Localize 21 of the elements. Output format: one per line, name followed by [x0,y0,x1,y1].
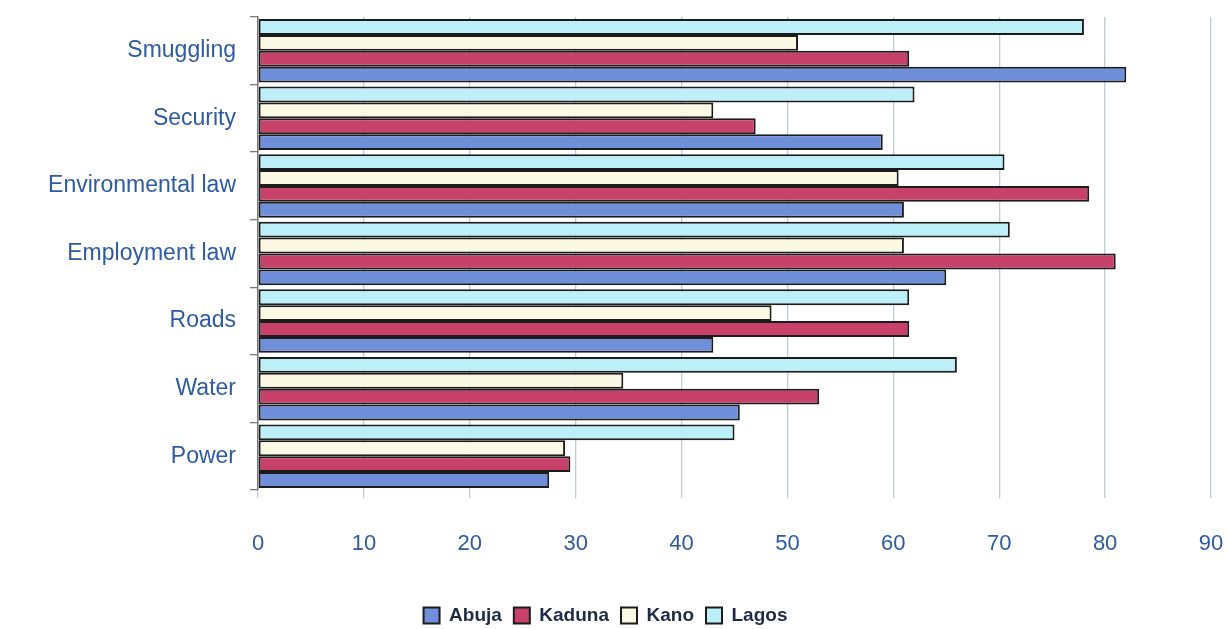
y-tick-label: Employment law [67,238,237,265]
x-tick-label: 20 [457,530,483,556]
y-tick-label: Roads [169,306,236,333]
legend-label: Abuja [449,603,503,625]
x-tick-label: 50 [775,530,800,556]
x-tick-label: 60 [881,530,906,556]
y-tick-label: Power [170,441,237,468]
x-tick-label: 0 [251,530,265,556]
x-tick-label: 90 [1198,530,1224,556]
x-tick-label: 70 [986,530,1012,556]
y-tick-label: Smuggling [127,36,236,63]
x-tick-label: 30 [563,530,588,556]
x-tick-label: 80 [1092,530,1118,556]
y-tick-label: Environmental law [48,171,237,198]
y-tick-label: Water [175,373,237,400]
x-tick-label: 10 [351,530,377,556]
legend-label: Kaduna [539,603,610,625]
legend-label: Kano [646,603,694,625]
x-tick-label: 40 [669,530,694,556]
y-tick-label: Security [152,103,237,130]
legend-label: Lagos [731,603,788,625]
